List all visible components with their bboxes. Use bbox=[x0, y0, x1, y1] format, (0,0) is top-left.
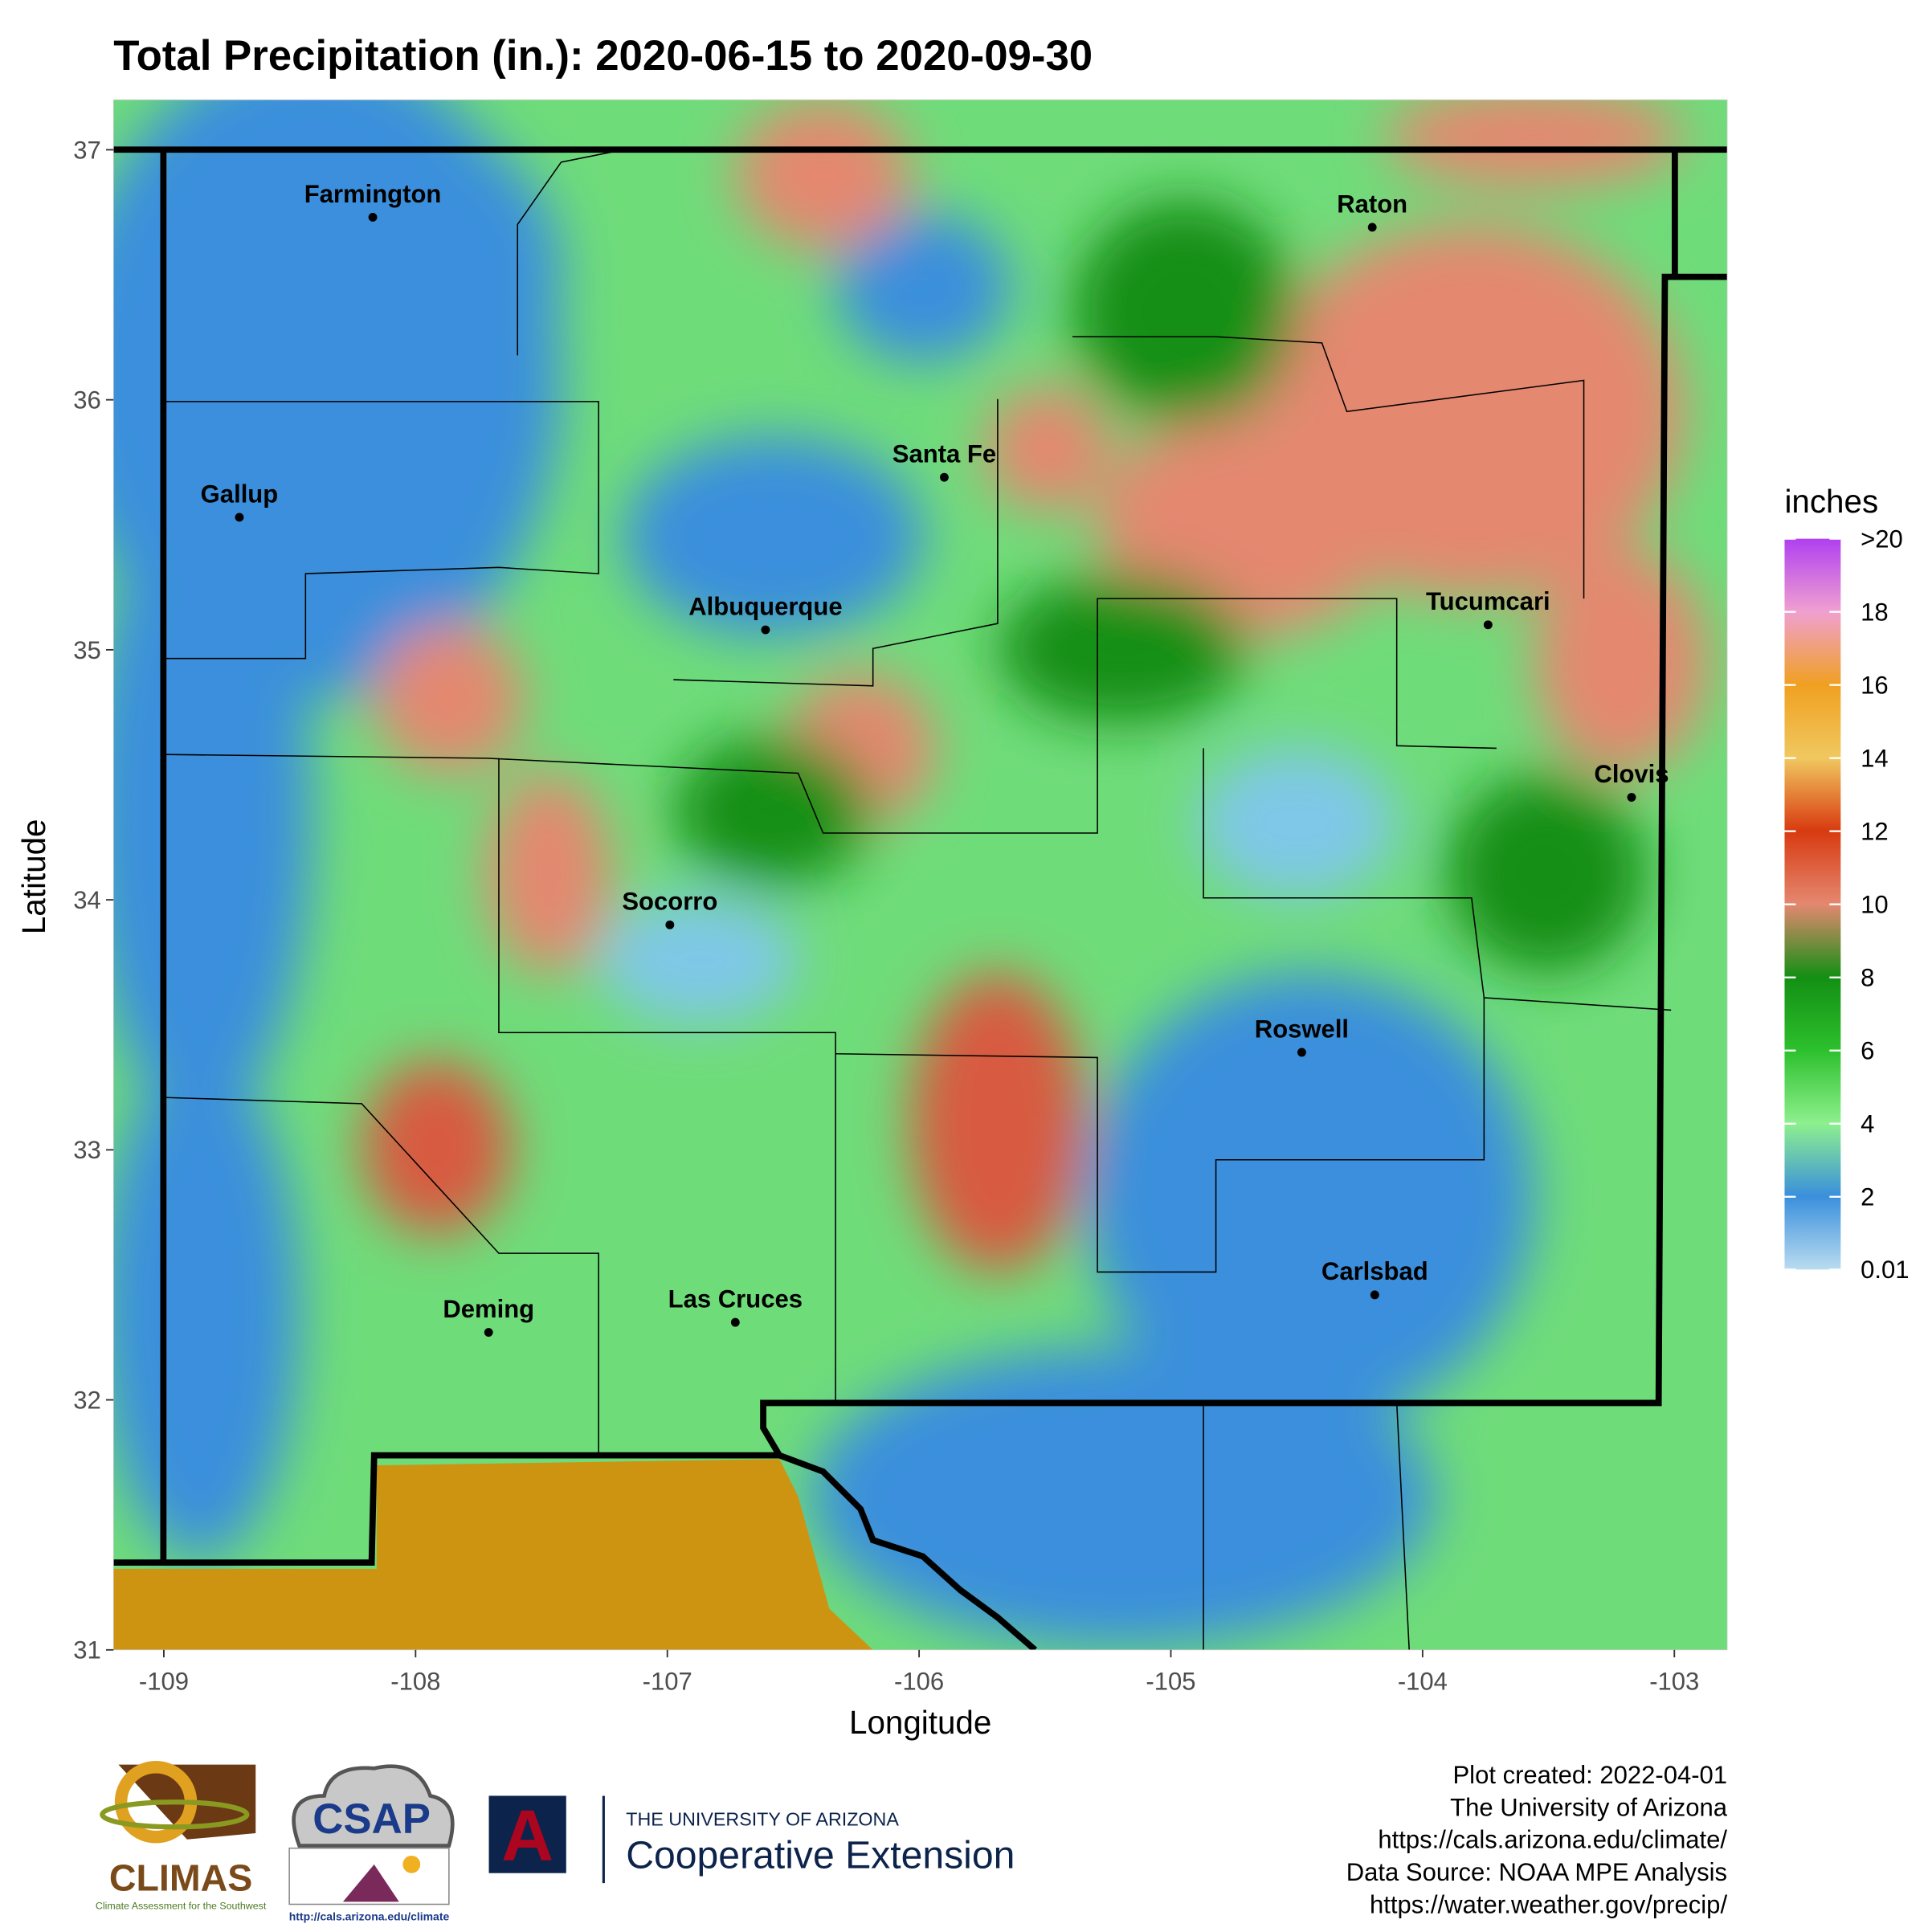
legend-tick-label: 12 bbox=[1861, 818, 1889, 846]
city-point bbox=[1367, 223, 1377, 232]
city-label: Tucumcari bbox=[1426, 587, 1550, 615]
y-tick-label: 34 bbox=[73, 886, 101, 914]
legend-tick-label: 16 bbox=[1861, 672, 1889, 700]
city-point bbox=[484, 1328, 493, 1337]
legend-tick-label: 6 bbox=[1861, 1037, 1874, 1065]
legend-tick-label: 14 bbox=[1861, 745, 1889, 773]
y-tick-label: 31 bbox=[73, 1636, 101, 1664]
city-label: Raton bbox=[1337, 190, 1407, 218]
city-label: Gallup bbox=[201, 480, 279, 508]
credit-line: Plot created: 2022-04-01 bbox=[1452, 1761, 1727, 1789]
city-label: Clovis bbox=[1594, 760, 1669, 788]
ua-line1: THE UNIVERSITY OF ARIZONA bbox=[626, 1809, 899, 1830]
x-tick-label: -104 bbox=[1398, 1667, 1448, 1695]
ua-letter: A bbox=[501, 1795, 553, 1877]
city-point bbox=[1627, 793, 1636, 802]
credit-line: https://water.weather.gov/precip/ bbox=[1370, 1890, 1727, 1918]
y-tick-label: 37 bbox=[73, 136, 101, 164]
credit-line: The University of Arizona bbox=[1450, 1793, 1728, 1821]
city-label: Roswell bbox=[1255, 1015, 1349, 1043]
x-tick-label: -108 bbox=[390, 1667, 440, 1695]
legend-tick-label: 18 bbox=[1861, 598, 1889, 627]
city-point bbox=[235, 513, 244, 522]
legend-title: inches bbox=[1784, 483, 1878, 520]
city-label: Farmington bbox=[304, 180, 442, 208]
y-tick-label: 32 bbox=[73, 1386, 101, 1414]
legend-tick-label: 2 bbox=[1861, 1183, 1874, 1211]
city-point bbox=[761, 625, 770, 635]
credit-line: Data Source: NOAA MPE Analysis bbox=[1346, 1858, 1727, 1886]
city-point bbox=[940, 472, 949, 482]
csap-url: http://cals.arizona.edu/climate bbox=[289, 1910, 450, 1923]
legend-tick-label: 4 bbox=[1861, 1110, 1874, 1138]
city-label: Albuquerque bbox=[688, 592, 842, 620]
climas-subtitle: Climate Assessment for the Southwest bbox=[96, 1901, 267, 1912]
city-label: Las Cruces bbox=[668, 1285, 803, 1313]
city-label: Santa Fe bbox=[893, 440, 996, 468]
ua-logo: A THE UNIVERSITY OF ARIZONA Cooperative … bbox=[488, 1795, 1015, 1884]
csap-text: CSAP bbox=[312, 1795, 431, 1843]
credit-line: https://cals.arizona.edu/climate/ bbox=[1378, 1826, 1727, 1854]
city-point bbox=[1370, 1290, 1379, 1300]
city-label: Carlsbad bbox=[1321, 1257, 1428, 1285]
x-tick-label: -103 bbox=[1649, 1667, 1699, 1695]
x-tick-label: -107 bbox=[643, 1667, 692, 1695]
x-tick-label: -105 bbox=[1146, 1667, 1195, 1695]
legend-tick-label: >20 bbox=[1861, 525, 1903, 553]
climas-text: CLIMAS bbox=[109, 1856, 252, 1898]
y-axis-label: Latitude bbox=[15, 819, 52, 935]
legend-tick-label: 10 bbox=[1861, 891, 1889, 919]
plot-frame bbox=[112, 99, 1728, 1651]
city-point bbox=[665, 920, 675, 929]
precip-raster bbox=[113, 100, 1728, 1650]
climas-logo: CLIMAS Climate Assessment for the Southw… bbox=[96, 1760, 267, 1912]
city-label: Deming bbox=[443, 1295, 534, 1323]
city-label: Socorro bbox=[622, 888, 717, 916]
legend-tick-label: 8 bbox=[1861, 964, 1874, 992]
x-tick-label: -106 bbox=[894, 1667, 944, 1695]
legend-tick-label: 0.01 bbox=[1861, 1256, 1909, 1284]
city-point bbox=[368, 213, 378, 222]
x-tick-label: -109 bbox=[139, 1667, 189, 1695]
city-point bbox=[1297, 1048, 1306, 1057]
city-point bbox=[730, 1317, 740, 1327]
x-axis-label: Longitude bbox=[849, 1704, 991, 1741]
csap-logo: CSAP http://cals.arizona.edu/climate bbox=[288, 1764, 455, 1923]
y-tick-label: 36 bbox=[73, 386, 101, 415]
city-point bbox=[1483, 620, 1493, 630]
ua-line2: Cooperative Extension bbox=[626, 1833, 1015, 1877]
logos: CLIMAS Climate Assessment for the Southw… bbox=[96, 1760, 1015, 1923]
credits: Plot created: 2022-04-01 The University o… bbox=[1346, 1761, 1728, 1918]
y-tick-label: 33 bbox=[73, 1136, 101, 1164]
chart-title: Total Precipitation (in.): 2020-06-15 to… bbox=[113, 32, 1093, 80]
y-tick-label: 35 bbox=[73, 636, 101, 664]
